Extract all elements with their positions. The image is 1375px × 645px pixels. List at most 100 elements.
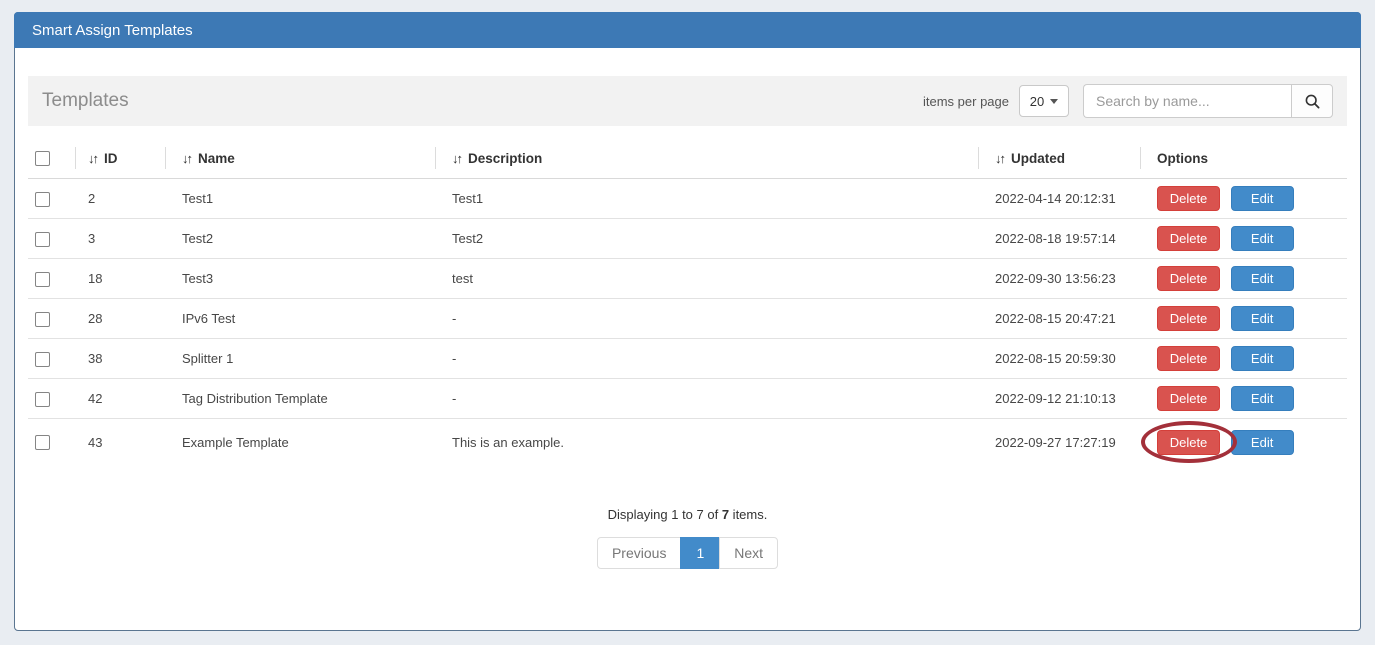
cell-options: Delete Edit [1140,378,1347,419]
cell-description: - [435,378,978,419]
cell-updated: 2022-08-15 20:59:30 [978,338,1140,379]
cell-checkbox [28,179,75,219]
next-page-button[interactable]: Next [719,537,779,569]
search-input[interactable] [1083,84,1291,118]
column-header-name[interactable]: ↓↑ Name [165,138,435,179]
pagination-summary: Displaying 1 to 7 of 7 items. [28,507,1347,522]
column-header-id[interactable]: ↓↑ ID [75,138,165,179]
delete-button[interactable]: Delete [1157,266,1220,291]
cell-name: IPv6 Test [165,298,435,339]
items-per-page-label: items per page [923,93,1009,109]
table-row: 2 Test1 Test1 2022-04-14 20:12:31 Delete… [28,179,1347,219]
cell-checkbox [28,378,75,419]
search-button[interactable] [1291,84,1333,118]
summary-suffix: items. [729,507,768,522]
cell-checkbox [28,218,75,259]
cell-id: 2 [88,191,96,206]
select-all-checkbox[interactable] [35,150,50,166]
cell-options: Delete Edit [1140,258,1347,299]
cell-description: Test1 [452,191,484,206]
row-checkbox[interactable] [35,231,50,247]
row-checkbox[interactable] [35,391,50,407]
edit-button[interactable]: Edit [1230,186,1294,211]
delete-button[interactable]: Delete [1157,429,1220,455]
edit-button[interactable]: Edit [1230,386,1294,411]
row-checkbox[interactable] [35,351,50,367]
edit-button[interactable]: Edit [1230,429,1294,455]
cell-options: Delete Edit [1140,418,1347,465]
toolbar-controls: items per page 20 [923,84,1333,118]
cell-options: Delete Edit [1140,179,1347,219]
cell-updated: 2022-09-30 13:56:23 [978,258,1140,299]
cell-description: - [435,298,978,339]
cell-updated: 2022-08-18 19:57:14 [978,218,1140,259]
caret-down-icon [1050,98,1059,104]
cell-options: Delete Edit [1140,338,1347,379]
delete-button[interactable]: Delete [1157,346,1220,371]
cell-checkbox [28,298,75,339]
cell-description: - [435,338,978,379]
edit-button[interactable]: Edit [1230,226,1294,251]
column-label-name: Name [198,150,235,166]
previous-page-button[interactable]: Previous [596,537,682,569]
cell-name: Splitter 1 [165,338,435,379]
panel-title: Templates [42,90,129,111]
edit-button[interactable]: Edit [1230,306,1294,331]
delete-button[interactable]: Delete [1157,186,1220,211]
cell-options: Delete Edit [1140,298,1347,339]
edit-button[interactable]: Edit [1230,266,1294,291]
cell-updated: 2022-09-12 21:10:13 [978,378,1140,419]
sort-icon: ↓↑ [452,150,463,166]
delete-button[interactable]: Delete [1157,386,1220,411]
cell-checkbox [28,418,75,465]
column-label-options: Options [1157,150,1208,166]
summary-prefix: Displaying 1 to 7 of [607,507,722,522]
table-row: 43 Example Template This is an example. … [28,418,1347,465]
table-row: 3 Test2 Test2 2022-08-18 19:57:14 Delete… [28,218,1347,259]
column-label-updated: Updated [1011,150,1065,166]
templates-toolbar: Templates items per page 20 [28,76,1347,126]
items-per-page-select[interactable]: 20 [1019,85,1069,117]
cell-id: 18 [75,258,165,299]
cell-description: This is an example. [435,418,978,465]
summary-total: 7 [721,507,730,522]
column-label-description: Description [468,150,543,166]
table-header-row: ↓↑ ID ↓↑ Name ↓↑ Description ↓↑ Updated Opti [28,138,1347,179]
row-checkbox[interactable] [35,435,50,451]
smart-assign-templates-panel: Smart Assign Templates Templates items p… [14,12,1361,631]
page-1-button[interactable]: 1 [680,537,721,569]
table-row: 42 Tag Distribution Template - 2022-09-1… [28,378,1347,419]
table-row: 38 Splitter 1 - 2022-08-15 20:59:30 Dele… [28,338,1347,379]
column-header-updated[interactable]: ↓↑ Updated [978,138,1140,179]
cell-name: Example Template [165,418,435,465]
pagination: Previous 1 Next [28,537,1347,569]
templates-table: ↓↑ ID ↓↑ Name ↓↑ Description ↓↑ Updated Opti [28,138,1347,465]
items-per-page-value: 20 [1029,93,1045,109]
cell-id: 42 [75,378,165,419]
edit-button[interactable]: Edit [1230,346,1294,371]
row-checkbox[interactable] [35,271,50,287]
sort-icon: ↓↑ [88,150,99,166]
row-checkbox[interactable] [35,191,50,207]
cell-checkbox [28,338,75,379]
cell-id: 43 [75,418,165,465]
cell-name: Tag Distribution Template [165,378,435,419]
cell-id: 28 [75,298,165,339]
column-header-options: Options [1140,138,1347,179]
cell-updated: 2022-08-15 20:47:21 [978,298,1140,339]
row-checkbox[interactable] [35,311,50,327]
cell-name: Test3 [165,258,435,299]
page-title-bar: Smart Assign Templates [14,12,1361,48]
search-group [1083,84,1333,118]
column-header-description[interactable]: ↓↑ Description [435,138,978,179]
column-label-id: ID [104,150,118,166]
sort-icon: ↓↑ [995,150,1006,166]
table-body: 2 Test1 Test1 2022-04-14 20:12:31 Delete… [28,179,1347,465]
table-row: 28 IPv6 Test - 2022-08-15 20:47:21 Delet… [28,298,1347,339]
delete-button[interactable]: Delete [1157,306,1220,331]
delete-button[interactable]: Delete [1157,226,1220,251]
cell-name: Test1 [182,191,214,206]
search-icon [1305,94,1320,109]
cell-updated: 2022-04-14 20:12:31 [995,191,1116,206]
